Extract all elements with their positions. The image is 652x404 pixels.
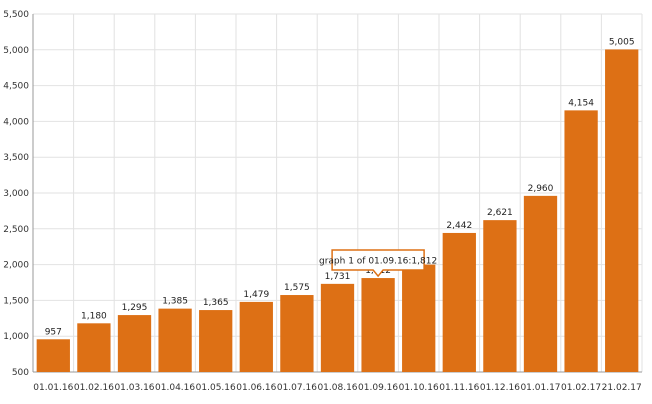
bar-value-label: 1,479 (243, 290, 269, 300)
bar-value-label: 5,005 (609, 37, 635, 47)
y-tick-label: 500 (12, 368, 29, 378)
x-tick-label: 01.07.16 (277, 383, 317, 393)
bar-01.09.16[interactable] (361, 278, 395, 372)
y-tick-label: 4,000 (3, 117, 29, 127)
bar-01.01.16[interactable] (36, 339, 70, 372)
x-tick-label: 01.06.16 (236, 383, 276, 393)
bar-01.04.16[interactable] (158, 308, 192, 372)
bar-value-label: 2,621 (487, 208, 513, 218)
bar-01.12.16[interactable] (483, 220, 517, 372)
bar-01.01.17[interactable] (523, 195, 558, 372)
x-tick-label: 01.03.16 (114, 383, 154, 393)
x-tick-label: 01.02.17 (561, 383, 601, 393)
bar-01.02.16[interactable] (77, 323, 111, 372)
bar-01.05.16[interactable] (199, 310, 233, 372)
bar-01.02.17[interactable] (564, 110, 598, 372)
y-tick-label: 1,000 (3, 332, 29, 342)
bar-21.02.17[interactable] (605, 49, 639, 372)
bar-value-label: 1,575 (284, 283, 310, 293)
x-tick-label: 01.02.16 (74, 383, 114, 393)
x-tick-label: 01.09.16 (358, 383, 398, 393)
bar-value-label: 1,731 (325, 272, 351, 282)
bar-01.11.16[interactable] (442, 232, 476, 372)
bar-01.06.16[interactable] (239, 301, 273, 372)
tooltip-text: graph 1 of 01.09.16:1,812 (319, 257, 437, 267)
bar-01.08.16[interactable] (320, 283, 355, 372)
bar-value-label: 1,385 (162, 297, 188, 307)
bar-01.07.16[interactable] (280, 295, 314, 372)
bar-01.03.16[interactable] (117, 315, 152, 372)
x-tick-label: 01.08.16 (317, 383, 357, 393)
y-tick-label: 2,000 (3, 261, 29, 271)
y-tick-label: 5,000 (3, 46, 29, 56)
tooltip-box (331, 249, 425, 278)
y-tick-label: 3,000 (3, 189, 29, 199)
x-tick-label: 01.01.16 (33, 383, 73, 393)
y-tick-label: 2,500 (3, 225, 29, 235)
bar-value-label: 2,442 (446, 221, 472, 231)
x-tick-label: 01.11.16 (439, 383, 479, 393)
y-tick-label: 4,500 (3, 82, 29, 92)
bar-value-label: 1,365 (203, 298, 229, 308)
bar-value-label: 2,960 (528, 184, 554, 194)
bar-value-label: 4,154 (568, 98, 594, 108)
x-tick-label: 01.05.16 (196, 383, 236, 393)
x-tick-label: 01.04.16 (155, 383, 195, 393)
x-tick-label: 21.02.17 (602, 383, 642, 393)
bar-value-label: 1,180 (81, 311, 107, 321)
bar-value-label: 957 (45, 327, 62, 337)
x-tick-label: 01.10.16 (399, 383, 439, 393)
y-tick-label: 1,500 (3, 296, 29, 306)
bar-01.10.16[interactable] (402, 264, 436, 372)
x-tick-label: 01.01.17 (520, 383, 560, 393)
y-tick-label: 5,500 (3, 10, 29, 20)
y-tick-label: 3,500 (3, 153, 29, 163)
x-tick-label: 01.12.16 (480, 383, 520, 393)
bar-value-label: 1,295 (122, 303, 148, 313)
